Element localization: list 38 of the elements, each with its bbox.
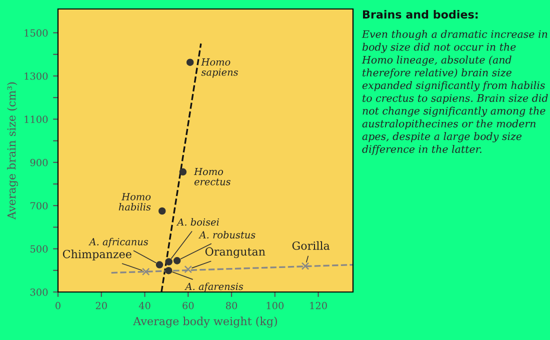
x-tick-label: 100 bbox=[266, 302, 284, 310]
x-tick-label: 60 bbox=[182, 302, 194, 310]
annotation: Gorilla bbox=[292, 241, 330, 250]
point bbox=[165, 258, 172, 266]
y-tick-label: 1300 bbox=[24, 72, 48, 80]
annotation: A. robustus bbox=[198, 230, 256, 238]
annotation: Homo sapiens bbox=[201, 58, 238, 78]
point bbox=[179, 168, 187, 176]
text: Even though a dramatic increase in body size did not occur in the Homo lineage, absolute (and therefore relative) brain size expanded significantly from habilis to crectus to sapiens. Brain size did not change significantly among the australopithecines or the modern apes, despite a large body size difference in the latter. bbox=[362, 30, 548, 155]
point bbox=[173, 257, 181, 264]
annotation: Homo habilis bbox=[118, 193, 151, 211]
text: Brains and bodies: bbox=[363, 10, 478, 19]
annotation: Chimpanzee bbox=[62, 250, 132, 260]
y-axis-title: Average brain size (cm³) bbox=[7, 82, 18, 220]
x-tick-label: 0 bbox=[56, 302, 60, 310]
point bbox=[142, 268, 150, 276]
point bbox=[186, 58, 194, 66]
point bbox=[164, 266, 172, 274]
x-axis-title: Average body weight (kg) bbox=[133, 316, 277, 328]
point bbox=[184, 265, 192, 274]
y-tick-label: 1500 bbox=[24, 29, 48, 37]
y-tick-label: 300 bbox=[30, 288, 48, 296]
y-tick-label: 1100 bbox=[24, 116, 48, 124]
y-tick-label: 700 bbox=[30, 202, 48, 210]
annotation: A. afarensis bbox=[184, 282, 244, 292]
point bbox=[301, 262, 310, 270]
annotation: Orangutan bbox=[205, 247, 266, 258]
annotation: A. boisei bbox=[176, 218, 219, 226]
y-tick-label: 500 bbox=[30, 245, 48, 253]
x-tick-label: 80 bbox=[226, 302, 238, 310]
annotation: A. africanus bbox=[88, 238, 148, 248]
point bbox=[156, 261, 164, 268]
x-tick-label: 20 bbox=[96, 302, 107, 310]
x-tick-label: 40 bbox=[138, 302, 150, 310]
point bbox=[158, 207, 166, 215]
x-tick-label: 120 bbox=[310, 302, 327, 310]
y-tick-label: 900 bbox=[30, 158, 48, 166]
annotation: Homo erectus bbox=[194, 168, 230, 186]
